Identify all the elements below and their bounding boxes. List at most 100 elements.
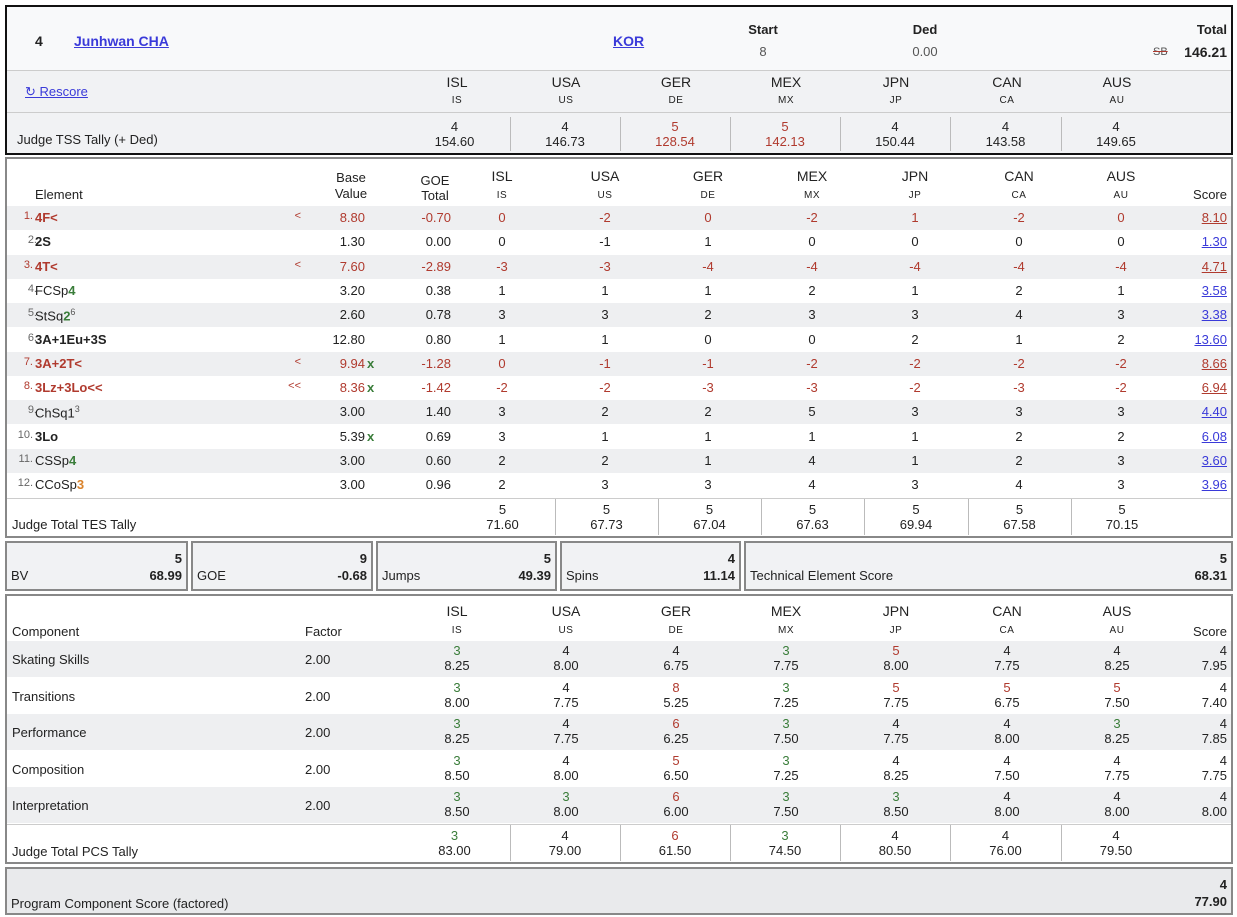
mark-rank: 5 [1003,679,1011,695]
element-score-link[interactable]: 3.96 [1201,477,1227,493]
tes-tally-cell: 5 67.73 [555,502,658,532]
judge-component-mark: 4 7.50 [967,753,1047,783]
judge-goe-mark: 1 [1117,282,1125,298]
mark-rank: 5 [1113,679,1121,695]
tss-tally-row: Judge TSS Tally (+ Ded) 4 154.60 4 146.73 5 1… [7,113,1231,153]
element-score-link[interactable]: 8.10 [1201,210,1227,225]
element-score-link[interactable]: 3.60 [1201,453,1227,468]
score-value: 7.40 [1201,694,1227,710]
element-name: 3A+2T< [35,356,82,371]
element-name: 3A+1Eu+3S [35,332,107,347]
tss-tally-cell: 4 154.60 [399,119,510,149]
mark-rank: 4 [562,679,570,695]
judge-goe-mark: 2 [911,331,919,347]
judge-name: JPN [882,603,910,619]
judge-goe-mark: 1 [601,428,609,444]
element-name: 2S [35,234,51,249]
mark-value: 7.75 [883,694,909,710]
tss-tally-cell: 4 143.58 [950,119,1061,149]
tss-rank: 4 [1112,119,1120,134]
judge-name: CAN [1004,168,1034,184]
skater-name-link[interactable]: Junhwan CHA [74,33,169,49]
judge-goe-mark: 1 [601,331,609,347]
mark-value: 8.25 [1104,731,1130,746]
pcs-rank: 6 [671,828,679,843]
element-base-value: 12.80 [332,331,365,347]
judge-goe-mark: -2 [909,355,921,371]
judge-component-mark: 4 7.75 [526,680,606,710]
element-code: FCSp [35,282,69,298]
tally-divider [620,825,621,861]
component-factor: 2.00 [305,725,331,740]
element-score-link[interactable]: 13.60 [1194,331,1227,347]
judge-code: CA [999,625,1015,636]
component-score: 4 8.00 [1167,789,1227,819]
component-name: Interpretation [12,798,89,813]
judge-goe-mark: 0 [911,234,919,250]
score-column-header: Score [1193,187,1227,202]
element-score-link[interactable]: 4.71 [1201,258,1227,274]
judge-goe-mark: -3 [702,380,714,396]
mark-rank: 3 [562,789,570,804]
tally-divider [730,825,731,861]
judge-component-mark: 3 8.00 [417,680,497,710]
component-score: 4 7.40 [1167,680,1227,710]
judge-name: ISL [491,168,513,184]
element-row: 9. ChSq13 3.00 1.40 3 2 2 5 3 3 3 4.40 [7,400,1231,425]
judge-goe-mark: -4 [909,258,921,274]
element-name: 3Lz+3Lo<< [35,380,103,395]
element-goe: 0.69 [425,428,451,444]
judge-component-mark: 3 7.75 [746,643,826,673]
element-score-link[interactable]: 6.94 [1201,380,1227,396]
judge-goe-mark: -2 [496,380,508,396]
element-score-link[interactable]: 4.40 [1201,404,1227,420]
judge-code: JP [889,95,903,106]
element-score-link[interactable]: 1.30 [1201,234,1227,250]
mark-rank: 3 [1113,716,1121,731]
element-code: CCoSp [35,477,77,493]
element-score-link[interactable]: 6.08 [1201,428,1227,444]
nation-link[interactable]: KOR [613,33,645,49]
element-name: StSq26 [35,307,75,323]
judge-goe-mark: 3 [911,307,919,323]
element-name: 4T< [35,259,58,274]
judge-goe-mark: 0 [498,210,506,225]
judge-goe-mark: 3 [1117,307,1125,323]
element-name: FCSp4 [35,283,75,298]
pcs-score-column-header: Score [1193,624,1227,639]
element-row: 11. CSSp4 3.00 0.60 2 2 1 4 1 2 3 3.60 [7,449,1231,473]
tes-value: 69.94 [899,517,933,532]
element-goe: 0.00 [425,234,451,250]
tes-tally-cell: 5 67.04 [658,502,761,532]
tes-tally-cell: 5 67.58 [968,502,1071,532]
tes-tally-label: Judge Total TES Tally [12,517,137,532]
judge-component-mark: 4 8.00 [526,643,606,673]
mark-rank: 3 [453,752,461,768]
element-base-value: 8.80 [339,210,365,225]
element-row: 8. 3Lz+3Lo<< << 8.36 x -1.42 -2 -2 -3 -3 -2 -3 -2 6.9… [7,376,1231,400]
judge-goe-mark: 0 [704,210,712,225]
judge-component-mark: 3 8.50 [417,753,497,783]
tss-tally-cell: 4 149.65 [1061,119,1171,149]
judge-goe-mark: -2 [806,210,818,225]
tes-rank: 5 [808,502,817,517]
mark-rank: 3 [453,679,461,695]
element-number: 5. [27,307,37,320]
element-row: 12. CCoSp3 3.00 0.96 2 3 3 4 3 4 3 3.96 [7,473,1231,497]
judge-component-mark: 4 7.75 [856,716,936,746]
element-score-link[interactable]: 3.58 [1201,282,1227,298]
mark-rank: 5 [672,752,680,768]
score-value: 7.75 [1201,767,1227,783]
judge-code: JP [908,190,922,201]
judge-component-mark: 5 7.75 [856,680,936,710]
mark-value: 6.75 [663,658,689,673]
mark-rank: 3 [782,752,790,768]
rescore-link[interactable]: ↻ Rescore [25,84,88,99]
element-score-link[interactable]: 3.38 [1201,307,1227,323]
mark-rank: 4 [1113,789,1121,804]
judge-component-mark: 4 8.00 [967,716,1047,746]
pcs-value: 83.00 [438,843,471,858]
element-score-link[interactable]: 8.66 [1201,355,1227,371]
mark-value: 7.75 [773,658,799,673]
tally-divider [950,117,951,151]
